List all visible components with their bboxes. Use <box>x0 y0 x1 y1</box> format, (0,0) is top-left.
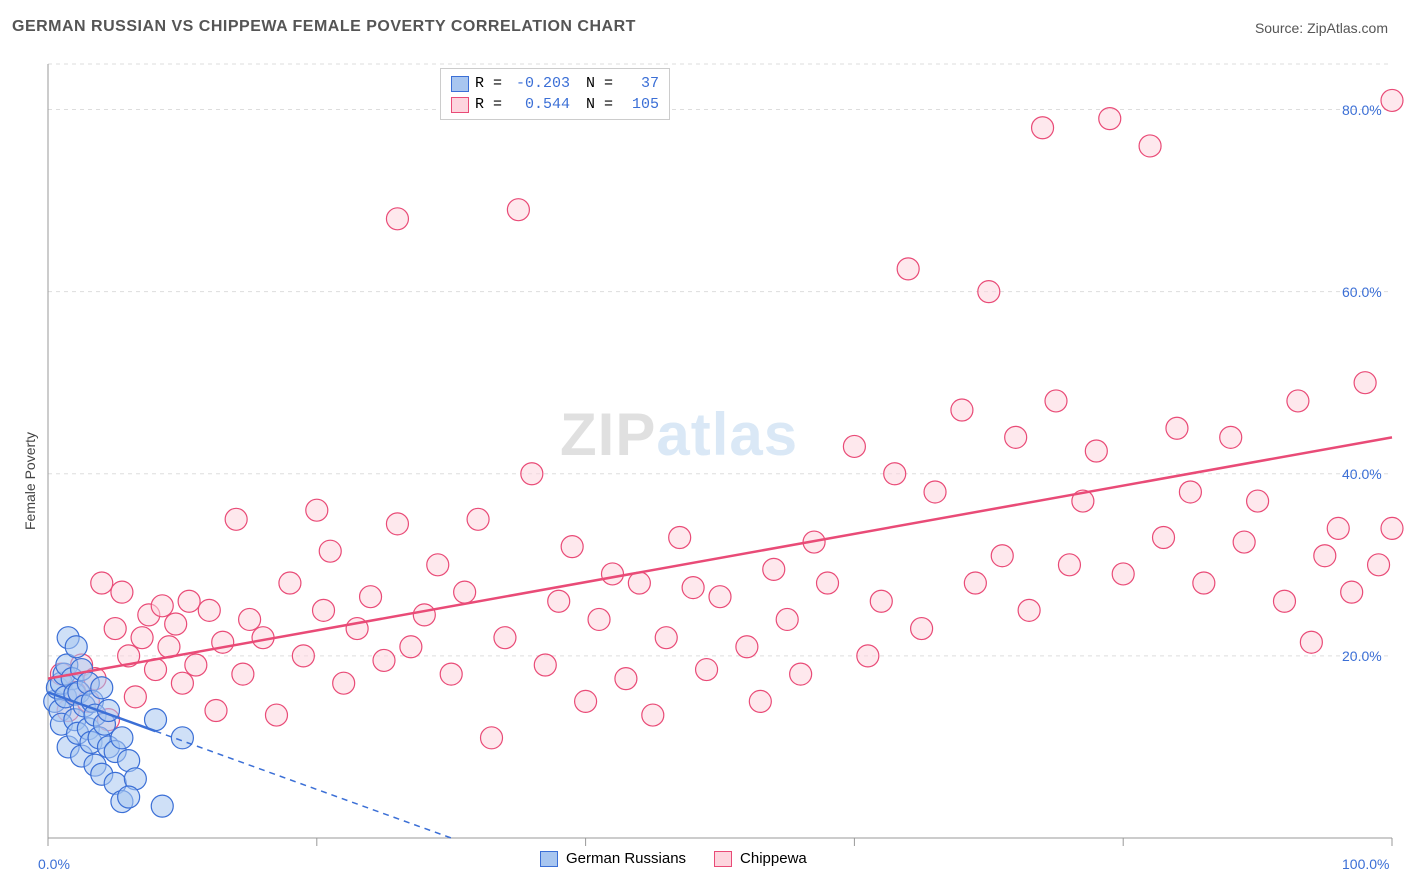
stats-n-label: N = <box>586 96 613 113</box>
y-tick-label: 40.0% <box>1342 466 1382 482</box>
stats-n-value: 37 <box>619 75 659 92</box>
y-tick-label: 20.0% <box>1342 648 1382 664</box>
y-tick-label: 60.0% <box>1342 284 1382 300</box>
stats-r-value: -0.203 <box>508 75 570 92</box>
legend-bottom: German Russians Chippewa <box>540 850 807 867</box>
legend-label: German Russians <box>566 850 686 867</box>
x-tick-label: 0.0% <box>38 856 70 872</box>
legend-item: German Russians <box>540 850 686 867</box>
stats-row: R = -0.203 N = 37 <box>451 73 659 94</box>
chart-container: GERMAN RUSSIAN VS CHIPPEWA FEMALE POVERT… <box>0 0 1406 892</box>
stats-box: R = -0.203 N = 37 R = 0.544 N = 105 <box>440 68 670 120</box>
scatter-plot <box>0 0 1406 892</box>
stats-r-label: R = <box>475 75 502 92</box>
stats-n-value: 105 <box>619 96 659 113</box>
stats-swatch <box>451 97 469 113</box>
legend-label: Chippewa <box>740 850 807 867</box>
stats-r-label: R = <box>475 96 502 113</box>
legend-swatch <box>540 851 558 867</box>
stats-r-value: 0.544 <box>508 96 570 113</box>
stats-row: R = 0.544 N = 105 <box>451 94 659 115</box>
stats-n-label: N = <box>586 75 613 92</box>
legend-swatch <box>714 851 732 867</box>
legend-item: Chippewa <box>714 850 807 867</box>
y-tick-label: 80.0% <box>1342 102 1382 118</box>
stats-swatch <box>451 76 469 92</box>
x-tick-label: 100.0% <box>1342 856 1389 872</box>
